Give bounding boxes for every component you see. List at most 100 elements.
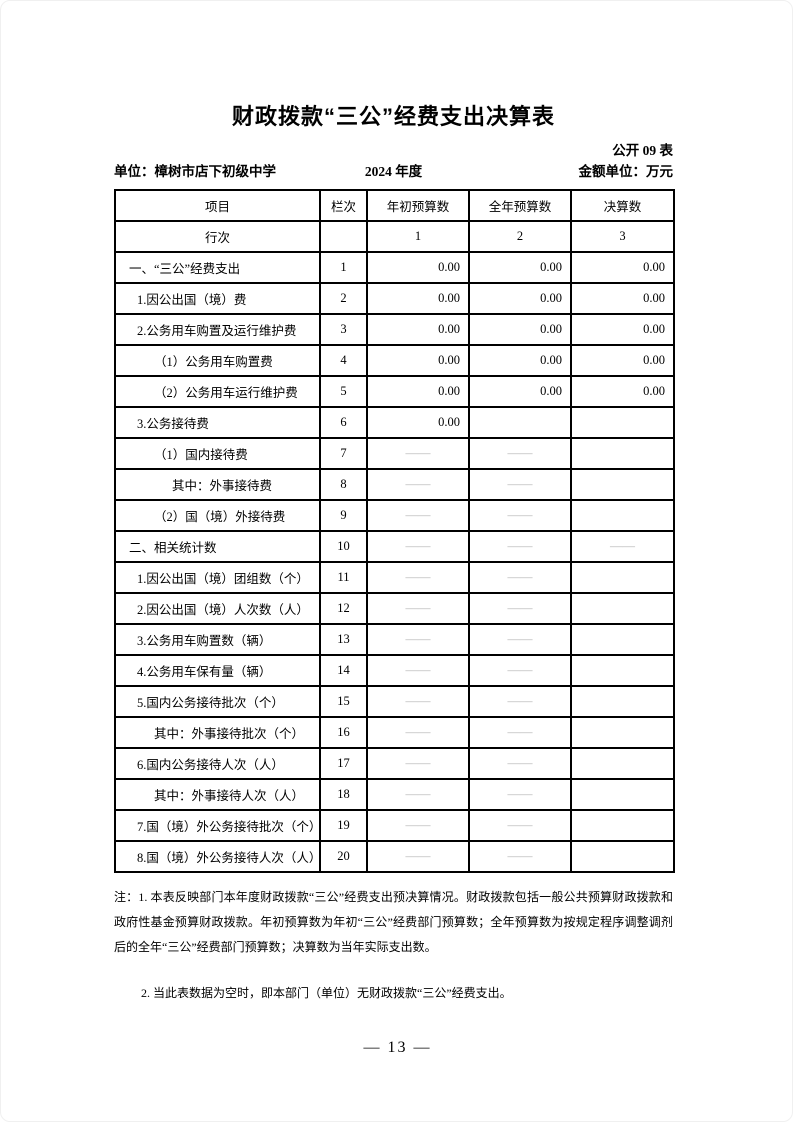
row-value-cell: ——	[366, 840, 470, 873]
row-value-cell: 0.00	[570, 251, 675, 284]
row-value-cell: ——	[468, 747, 572, 780]
row-value-cell	[570, 406, 675, 439]
row-value-cell: ——	[366, 499, 470, 532]
row-item-label: 2.公务用车购置及运行维护费	[114, 313, 321, 346]
row-item-label: 1.因公出国（境）费	[114, 282, 321, 315]
row-value-cell: 0.00	[570, 375, 675, 408]
row-value-cell: ——	[468, 654, 572, 687]
table-row: （1）国内接待费 7 —— ——	[114, 437, 675, 470]
table-row: （2）公务用车运行维护费 5 0.00 0.00 0.00	[114, 375, 675, 408]
row-value-cell: ——	[468, 468, 572, 501]
row-line-number: 17	[319, 747, 368, 780]
row-item-label: （2）国（境）外接待费	[114, 499, 321, 532]
row-line-number: 7	[319, 437, 368, 470]
subheader-col-2: 2	[468, 220, 572, 253]
row-value-cell: ——	[468, 840, 572, 873]
row-value-cell: 0.00	[366, 344, 470, 377]
table-row: 其中：外事接待费 8 —— ——	[114, 468, 675, 501]
row-value-cell: ——	[468, 530, 572, 563]
row-value-cell: ——	[570, 530, 675, 563]
table-row: 3.公务用车购置数（辆） 13 —— ——	[114, 623, 675, 656]
row-value-cell: ——	[468, 437, 572, 470]
sangong-expenditure-table: 项目 栏次 年初预算数 全年预算数 决算数 行次 1 2 3 一、“三公”经费支…	[114, 189, 675, 873]
row-item-label: 3.公务接待费	[114, 406, 321, 439]
table-row: 2.公务用车购置及运行维护费 3 0.00 0.00 0.00	[114, 313, 675, 346]
amount-unit: 金额单位：万元	[578, 164, 674, 179]
meta-row: 单位：樟树市店下初级中学 2024 年度 金额单位：万元	[114, 162, 673, 182]
col-header-final-account: 决算数	[570, 189, 675, 222]
row-value-cell: 0.00	[468, 375, 572, 408]
table-subheader-row: 行次 1 2 3	[114, 220, 675, 253]
table-row: 二、相关统计数 10 —— —— ——	[114, 530, 675, 563]
subheader-blank	[319, 220, 368, 253]
row-line-number: 5	[319, 375, 368, 408]
row-value-cell: 0.00	[366, 313, 470, 346]
row-value-cell: ——	[468, 592, 572, 625]
fiscal-year: 2024 年度	[364, 164, 423, 179]
row-item-label: 8.国（境）外公务接待人次（人）	[114, 840, 321, 873]
row-item-label: 其中：外事接待费	[114, 468, 321, 501]
row-value-cell	[570, 747, 675, 780]
row-value-cell	[468, 406, 572, 439]
row-line-number: 1	[319, 251, 368, 284]
row-value-cell: 0.00	[468, 313, 572, 346]
row-value-cell: ——	[468, 809, 572, 842]
row-item-label: 6.国内公务接待人次（人）	[114, 747, 321, 780]
row-value-cell: ——	[366, 716, 470, 749]
subheader-col-3: 3	[570, 220, 675, 253]
row-line-number: 13	[319, 623, 368, 656]
col-header-initial-budget: 年初预算数	[366, 189, 470, 222]
row-value-cell: 0.00	[366, 375, 470, 408]
table-row: 3.公务接待费 6 0.00	[114, 406, 675, 439]
row-item-label: 一、“三公”经费支出	[114, 251, 321, 284]
row-item-label: （2）公务用车运行维护费	[114, 375, 321, 408]
row-value-cell	[570, 468, 675, 501]
row-value-cell: ——	[366, 809, 470, 842]
row-value-cell: 0.00	[468, 251, 572, 284]
table-row: 其中：外事接待批次（个） 16 —— ——	[114, 716, 675, 749]
table-row: 8.国（境）外公务接待人次（人） 20 —— ——	[114, 840, 675, 873]
row-value-cell: ——	[366, 685, 470, 718]
row-item-label: 二、相关统计数	[114, 530, 321, 563]
row-item-label: 3.公务用车购置数（辆）	[114, 623, 321, 656]
row-value-cell: ——	[366, 592, 470, 625]
row-line-number: 15	[319, 685, 368, 718]
table-header-row: 项目 栏次 年初预算数 全年预算数 决算数	[114, 189, 675, 222]
row-value-cell	[570, 623, 675, 656]
row-value-cell: ——	[366, 561, 470, 594]
row-item-label: 其中：外事接待批次（个）	[114, 716, 321, 749]
row-value-cell	[570, 437, 675, 470]
col-header-annual-budget: 全年预算数	[468, 189, 572, 222]
row-value-cell: ——	[468, 716, 572, 749]
row-value-cell: ——	[468, 685, 572, 718]
row-line-number: 8	[319, 468, 368, 501]
subheader-line-label: 行次	[114, 220, 321, 253]
row-value-cell: ——	[366, 530, 470, 563]
table-row: 1.因公出国（境）费 2 0.00 0.00 0.00	[114, 282, 675, 315]
row-value-cell	[570, 592, 675, 625]
row-item-label: 1.因公出国（境）团组数（个）	[114, 561, 321, 594]
row-line-number: 20	[319, 840, 368, 873]
row-line-number: 9	[319, 499, 368, 532]
row-value-cell	[570, 499, 675, 532]
table-row: （1）公务用车购置费 4 0.00 0.00 0.00	[114, 344, 675, 377]
row-line-number: 2	[319, 282, 368, 315]
report-content: 财政拨款“三公”经费支出决算表 公开 09 表 单位：樟树市店下初级中学 202…	[114, 1, 675, 1006]
table-row: 一、“三公”经费支出 1 0.00 0.00 0.00	[114, 251, 675, 284]
row-line-number: 4	[319, 344, 368, 377]
row-value-cell: ——	[366, 623, 470, 656]
row-value-cell	[570, 840, 675, 873]
row-line-number: 11	[319, 561, 368, 594]
table-row: 其中：外事接待人次（人） 18 —— ——	[114, 778, 675, 811]
row-value-cell: 0.00	[366, 282, 470, 315]
unit-name: 单位：樟树市店下初级中学	[114, 164, 276, 179]
row-value-cell: 0.00	[366, 251, 470, 284]
table-row: 6.国内公务接待人次（人） 17 —— ——	[114, 747, 675, 780]
row-item-label: 4.公务用车保有量（辆）	[114, 654, 321, 687]
col-header-item: 项目	[114, 189, 321, 222]
row-line-number: 6	[319, 406, 368, 439]
row-item-label: 5.国内公务接待批次（个）	[114, 685, 321, 718]
row-value-cell: 0.00	[468, 282, 572, 315]
table-body: 一、“三公”经费支出 1 0.00 0.00 0.00 1.因公出国（境）费 2 0.00 0.…	[114, 251, 675, 873]
